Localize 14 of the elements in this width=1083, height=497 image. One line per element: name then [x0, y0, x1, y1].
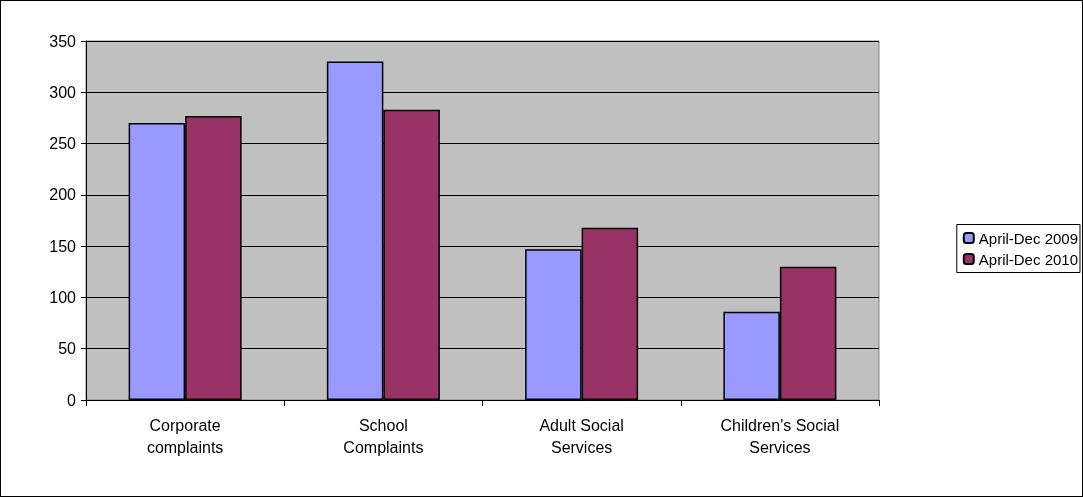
y-tick-label: 200	[49, 186, 77, 204]
x-tick-label: Children's Social Services	[720, 416, 840, 456]
x-tick-label: Adult Social Services	[539, 416, 624, 456]
y-tick-label: 350	[49, 32, 77, 50]
y-tick-label: 300	[49, 83, 77, 101]
y-tick-label: 0	[67, 391, 77, 409]
x-tick-label: Corporate complaints	[146, 416, 224, 456]
y-tick-label: 150	[49, 237, 77, 255]
legend-label: April-Dec 2010	[978, 250, 1078, 268]
legend-label: April-Dec 2009	[978, 229, 1078, 247]
y-tick-label: 250	[49, 135, 77, 153]
x-tick-label: School Complaints	[343, 416, 424, 456]
y-tick-label: 100	[49, 288, 77, 306]
y-tick-label: 50	[58, 340, 77, 358]
